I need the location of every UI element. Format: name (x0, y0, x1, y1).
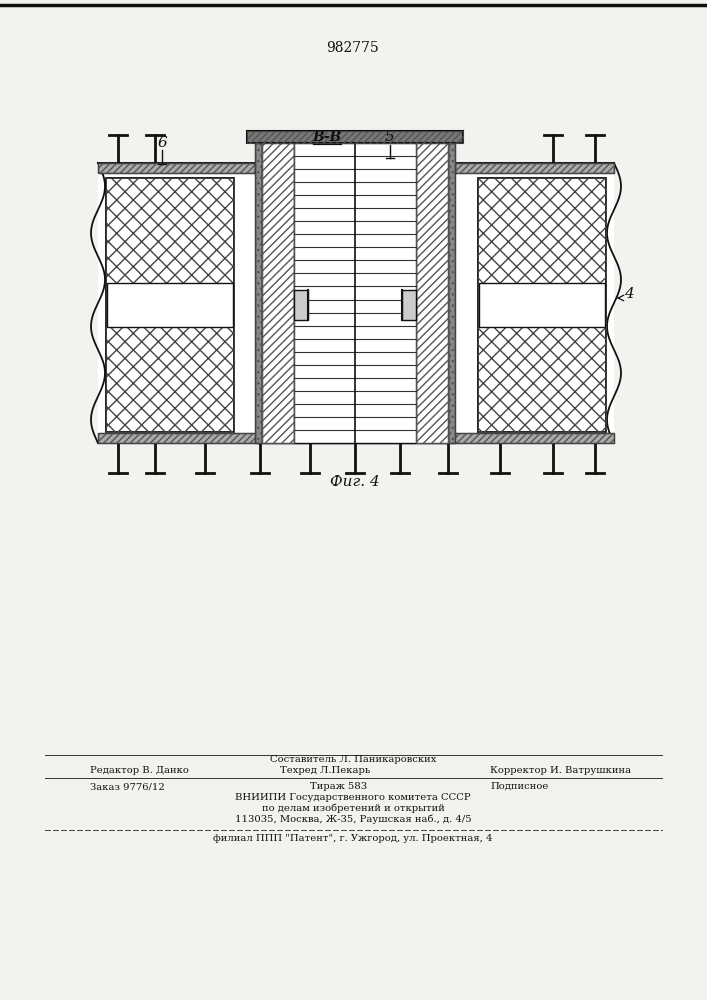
Text: Корректор И. Ватрушкина: Корректор И. Ватрушкина (490, 766, 631, 775)
Bar (416, 143, 448, 443)
Bar (106, 178, 234, 432)
Text: 982775: 982775 (327, 41, 380, 55)
Bar (106, 178, 234, 432)
Bar (98, 433, 614, 443)
Text: 6: 6 (157, 136, 167, 150)
Bar (98, 163, 255, 173)
Bar (247, 131, 463, 143)
Bar (255, 143, 262, 443)
Text: по делам изобретений и открытий: по делам изобретений и открытий (262, 804, 445, 813)
Bar (448, 143, 455, 443)
Bar (247, 131, 463, 143)
Bar (294, 143, 416, 443)
Text: 4: 4 (624, 287, 633, 301)
Bar (479, 283, 605, 327)
Bar (416, 143, 448, 443)
Bar (262, 143, 294, 443)
Text: Заказ 9776/12: Заказ 9776/12 (90, 782, 165, 791)
Bar (107, 283, 233, 327)
Text: ВНИИПИ Государственного комитета СССР: ВНИИПИ Государственного комитета СССР (235, 793, 471, 802)
Bar (455, 163, 614, 173)
Text: 5: 5 (385, 130, 395, 144)
Bar (255, 143, 455, 443)
Text: Редактор В. Данко: Редактор В. Данко (90, 766, 189, 775)
Text: В-В: В-В (312, 130, 341, 144)
Text: Фиг. 4: Фиг. 4 (330, 475, 380, 489)
Text: 113035, Москва, Ж-35, Раушская наб., д. 4/5: 113035, Москва, Ж-35, Раушская наб., д. … (235, 814, 472, 824)
Bar (98, 163, 255, 173)
Bar (455, 163, 614, 173)
Text: Тираж 583: Тираж 583 (310, 782, 367, 791)
Bar (294, 290, 308, 320)
Bar (402, 290, 416, 320)
Bar (448, 143, 455, 443)
Text: Техред Л.Пекарь: Техред Л.Пекарь (280, 766, 370, 775)
Bar (98, 163, 614, 443)
Bar (98, 433, 614, 443)
Text: Составитель Л. Паникаровских: Составитель Л. Паникаровских (270, 755, 436, 764)
Bar (478, 178, 606, 432)
Bar (255, 143, 262, 443)
Bar (478, 178, 606, 432)
Text: Подписное: Подписное (490, 782, 549, 791)
Bar (262, 143, 294, 443)
Text: филиал ППП "Патент", г. Ужгород, ул. Проектная, 4: филиал ППП "Патент", г. Ужгород, ул. Про… (214, 834, 493, 843)
